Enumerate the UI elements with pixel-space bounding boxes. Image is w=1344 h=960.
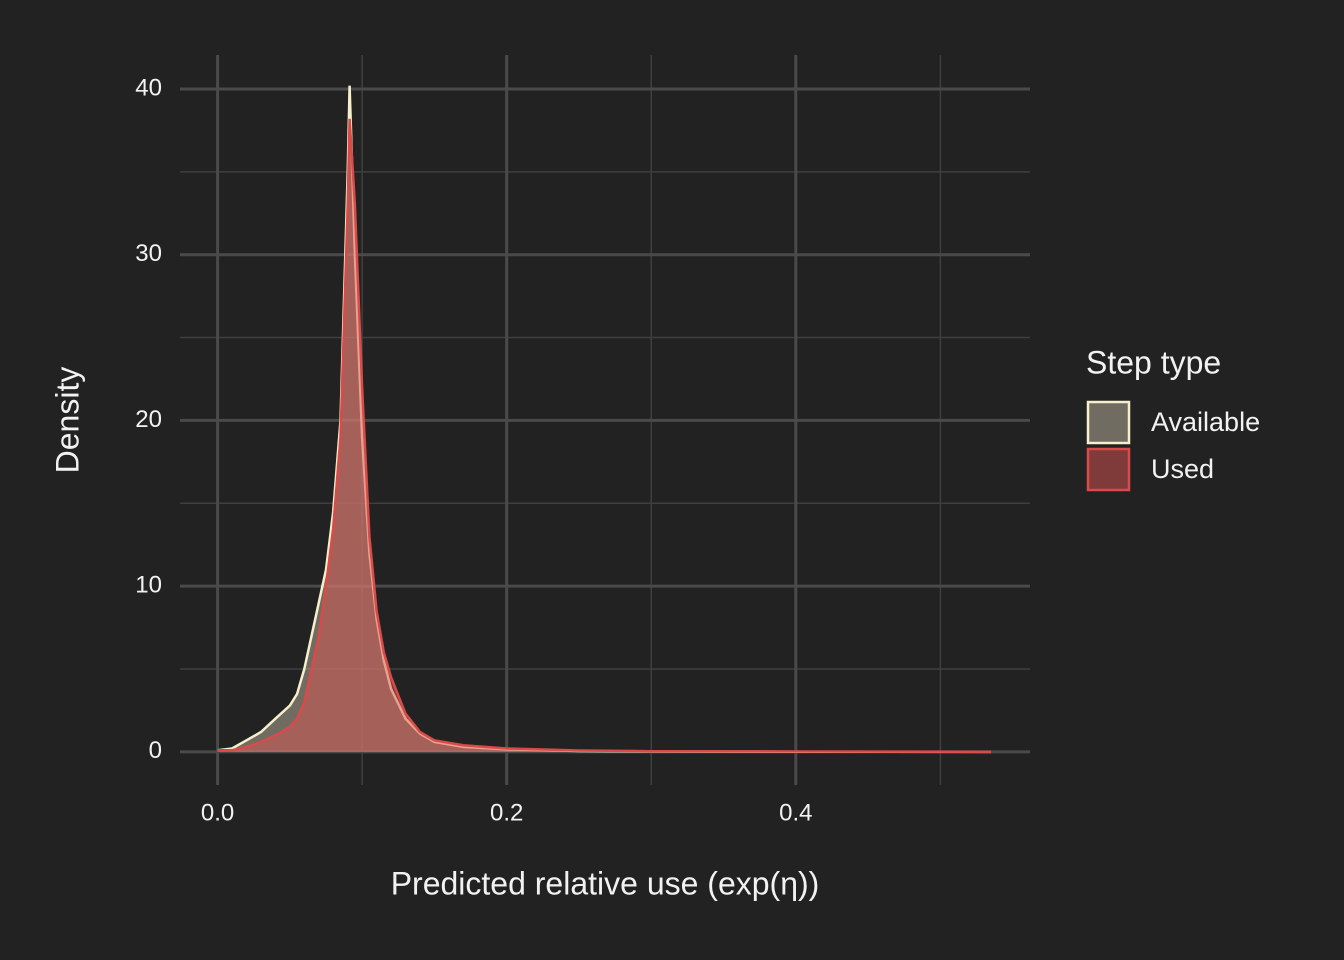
x-tick-label: 0.0 [201, 799, 234, 826]
legend-label: Used [1151, 454, 1214, 484]
x-tick-label: 0.4 [779, 799, 812, 826]
legend-key [1086, 400, 1131, 445]
y-tick-label: 40 [135, 74, 162, 101]
y-tick-label: 20 [135, 406, 162, 433]
legend-title: Step type [1086, 344, 1221, 380]
y-tick-label: 10 [135, 571, 162, 598]
y-tick-label: 30 [135, 240, 162, 267]
x-tick-label: 0.2 [490, 799, 523, 826]
y-axis-title: Density [49, 367, 85, 474]
density-line [217, 118, 992, 753]
y-tick-label: 0 [149, 737, 162, 764]
density-area [217, 118, 992, 752]
legend-label: Available [1151, 407, 1260, 437]
legend-key [1086, 447, 1131, 492]
x-axis-title: Predicted relative use (exp(η)) [391, 865, 820, 901]
